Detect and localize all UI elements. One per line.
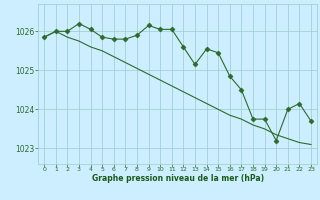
X-axis label: Graphe pression niveau de la mer (hPa): Graphe pression niveau de la mer (hPa) [92, 174, 264, 183]
